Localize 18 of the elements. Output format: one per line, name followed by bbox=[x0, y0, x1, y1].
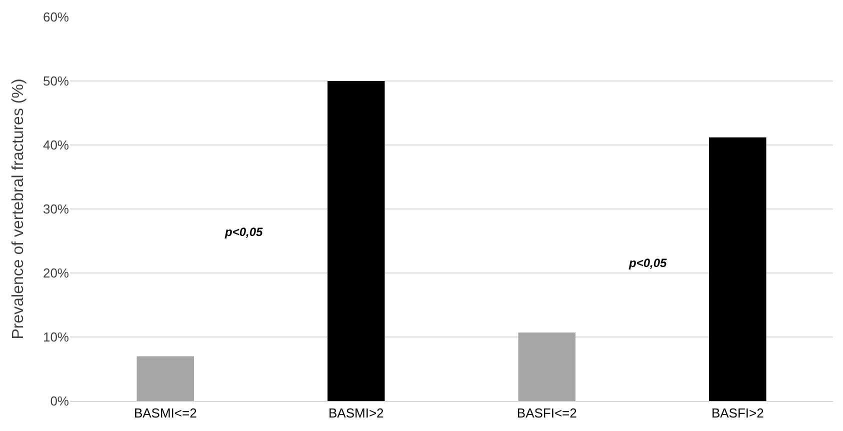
y-axis-title: Prevalence of vertebral fractures (%) bbox=[10, 78, 27, 340]
annotation: p<0,05 bbox=[628, 256, 668, 270]
x-tick-label: BASMI<=2 bbox=[134, 406, 197, 421]
y-tick-label: 40% bbox=[42, 138, 70, 153]
x-tick-label: BASFI<=2 bbox=[516, 406, 577, 421]
bar bbox=[518, 332, 576, 401]
bar bbox=[709, 137, 766, 401]
y-tick-label: 0% bbox=[50, 394, 70, 409]
y-tick-label: 60% bbox=[42, 10, 70, 25]
bar bbox=[136, 356, 194, 401]
x-tick-label: BASFI>2 bbox=[711, 406, 764, 421]
bar bbox=[328, 81, 385, 401]
y-tick-label: 10% bbox=[42, 330, 70, 345]
y-tick-label: 20% bbox=[42, 266, 70, 281]
x-tick-label: BASMI>2 bbox=[328, 406, 384, 421]
y-tick-label: 30% bbox=[42, 202, 70, 217]
y-tick-label: 50% bbox=[42, 74, 70, 89]
annotation: p<0,05 bbox=[224, 225, 264, 239]
